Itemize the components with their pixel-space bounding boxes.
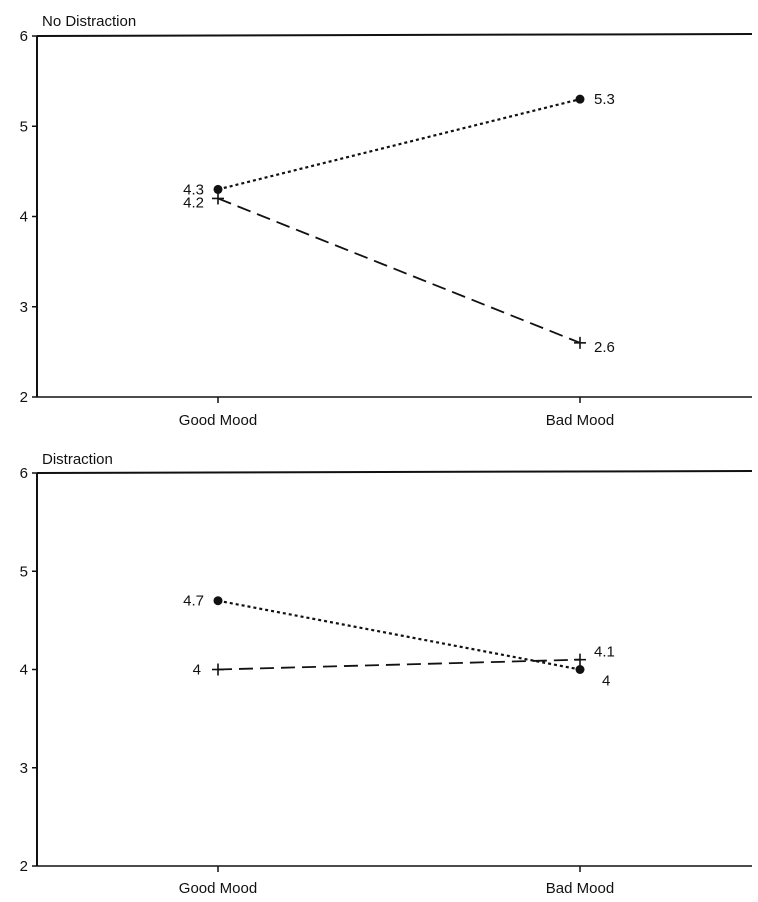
y-tick-label: 6 (20, 465, 28, 482)
chart-title: No Distraction (42, 13, 136, 30)
x-tick-label: Bad Mood (546, 412, 614, 429)
data-point-circle (213, 184, 223, 194)
y-tick-label: 5 (20, 563, 28, 580)
data-label: 4 (193, 662, 201, 679)
series-line (217, 98, 581, 191)
data-point-plus (212, 192, 224, 205)
series-line (217, 599, 581, 671)
data-label: 4 (602, 673, 610, 690)
y-tick-label: 2 (20, 389, 28, 406)
top-border-line (36, 33, 753, 37)
x-tick-label: Good Mood (179, 880, 257, 897)
series-line (217, 197, 581, 344)
data-point-circle (575, 665, 585, 674)
data-point-circle (575, 94, 585, 104)
data-point-circle (213, 596, 223, 606)
data-label: 5.3 (594, 91, 615, 108)
y-tick-label: 5 (20, 118, 28, 135)
data-label: 4.7 (183, 593, 204, 610)
y-tick-label: 6 (20, 28, 28, 45)
data-point-plus (574, 653, 586, 666)
x-tick-label: Bad Mood (546, 880, 614, 897)
chart-title: Distraction (42, 451, 113, 468)
series-line (217, 658, 581, 671)
data-label: 4.1 (594, 644, 615, 661)
data-label: 2.6 (594, 339, 615, 356)
y-tick-label: 2 (20, 858, 28, 875)
data-label: 4.3 (183, 181, 204, 198)
data-label: 4.2 (183, 194, 204, 211)
y-tick-label: 3 (20, 760, 28, 777)
y-tick-label: 3 (20, 299, 28, 316)
top-border-line (36, 470, 753, 474)
y-tick-label: 4 (20, 209, 28, 226)
y-tick-label: 4 (20, 662, 28, 679)
x-tick-label: Good Mood (179, 412, 257, 429)
data-point-plus (574, 336, 586, 349)
data-point-plus (212, 663, 224, 676)
